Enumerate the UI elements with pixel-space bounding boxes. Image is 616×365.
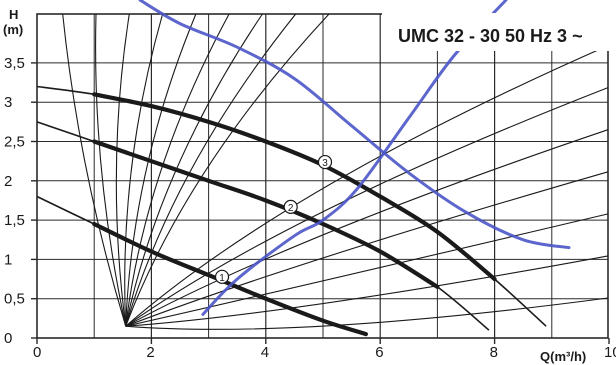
overlay-line-1 [201,0,508,316]
iso-line [125,255,609,327]
curve-markers: 1 2 3 [214,154,333,284]
x-tick-label: 0 [33,344,41,361]
y-tick-label: 3 [4,94,12,111]
y-tick-label: 2 [4,173,12,190]
curve-marker-label: 1 [219,273,225,284]
curve-marker-circle [317,154,333,170]
iso-line [125,171,609,327]
y-tick-label: 1 [4,251,12,268]
pump-curves [36,85,547,337]
iso-line [125,87,609,327]
y-tick-label: 0,5 [4,291,25,308]
curve-1 [36,195,367,335]
tick-labels: 0 2 4 6 8 10 0 0,5 1 1,5 2 2,5 3 3,5 [4,55,616,361]
curve-marker-circle [283,199,298,214]
iso-line [125,297,609,330]
overlay-lines [138,0,571,316]
y-axis-label: H [9,7,18,22]
y-tick-label: 2,5 [4,134,25,151]
iso-line [62,13,127,327]
curve-marker-label: 3 [322,158,328,169]
chart-title: UMC 32 - 30 50 Hz 3 ~ [398,26,583,46]
y-axis-unit: (m) [3,22,23,37]
x-tick-label: 2 [146,344,154,361]
iso-line [125,45,609,327]
curve-3-highlight [92,92,497,282]
y-tick-label: 3,5 [4,55,25,72]
x-tick-label: 10 [604,344,616,361]
y-tick-label: 0 [4,330,12,347]
curve-marker-label: 2 [288,203,294,214]
x-axis-label: Q(m³/h) [540,349,586,364]
x-tick-label: 6 [375,344,383,361]
iso-line [125,213,609,327]
iso-line [125,129,609,327]
iso-line [125,13,330,327]
iso-line [115,13,130,327]
curve-marker-circle [214,269,230,284]
x-tick-label: 4 [261,344,269,361]
y-tick-label: 1,5 [4,212,25,229]
iso-line [125,13,297,327]
curve-1-highlight [92,221,368,337]
grid-lines [31,13,610,344]
iso-line [125,13,197,327]
overlay-line-2 [138,0,571,250]
x-tick-label: 8 [490,344,498,361]
iso-line [124,13,164,327]
iso-line [125,13,230,327]
curve-2-highlight [92,139,440,289]
iso-line [95,13,127,327]
title-box [382,13,614,51]
